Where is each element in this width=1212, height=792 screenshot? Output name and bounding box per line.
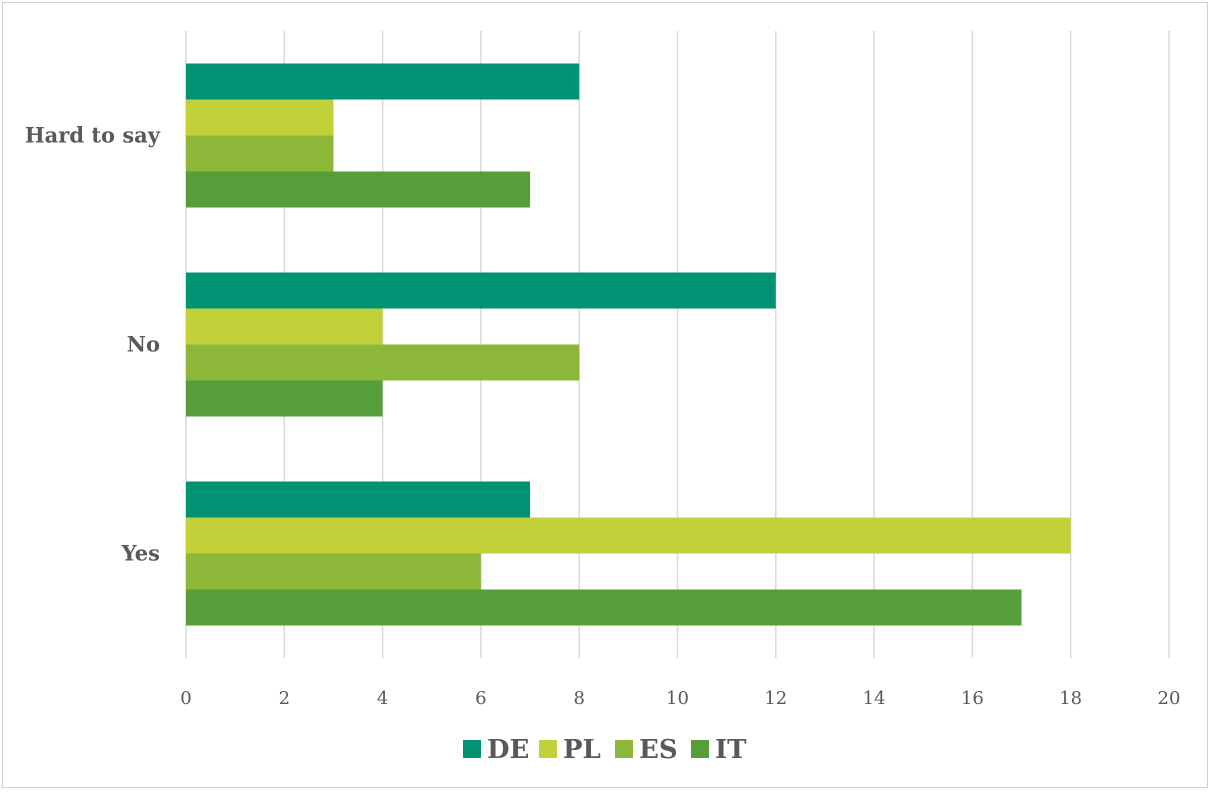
bar-es-yes bbox=[186, 553, 481, 590]
x-tick-label-4: 4 bbox=[377, 688, 388, 709]
bar-it-no bbox=[186, 380, 383, 417]
bar-it-yes bbox=[186, 589, 1022, 626]
bar-de-no bbox=[186, 272, 776, 309]
bar-pl-hard-to-say bbox=[186, 99, 334, 136]
x-tick-label-20: 20 bbox=[1158, 688, 1181, 709]
x-tick-label-14: 14 bbox=[863, 688, 886, 709]
category-label-hard-to-say: Hard to say bbox=[25, 123, 161, 148]
x-tick-label-10: 10 bbox=[666, 688, 689, 709]
bar-layer bbox=[186, 63, 1071, 626]
x-tick-label-6: 6 bbox=[475, 688, 486, 709]
axis-layer: 0 2 4 6 8 10 12 14 16 18 20 Hard to say No Yes bbox=[25, 123, 1181, 710]
x-tick-label-8: 8 bbox=[573, 688, 584, 709]
legend-swatch-pl bbox=[539, 740, 557, 758]
bar-de-hard-to-say bbox=[186, 63, 580, 100]
x-tick-label-2: 2 bbox=[279, 688, 290, 709]
category-label-yes: Yes bbox=[121, 541, 160, 566]
bar-it-hard-to-say bbox=[186, 171, 531, 208]
legend-swatch-it bbox=[691, 740, 709, 758]
bar-pl-no bbox=[186, 308, 383, 345]
legend-label-pl: PL bbox=[563, 735, 601, 765]
bar-pl-yes bbox=[186, 517, 1071, 554]
legend-label-de: DE bbox=[487, 735, 529, 765]
x-tick-label-0: 0 bbox=[180, 688, 191, 709]
bar-es-no bbox=[186, 344, 580, 381]
x-tick-label-12: 12 bbox=[764, 688, 787, 709]
x-tick-label-18: 18 bbox=[1059, 688, 1082, 709]
x-tick-label-16: 16 bbox=[961, 688, 984, 709]
legend-label-es: ES bbox=[639, 735, 678, 765]
legend: DE PL ES IT bbox=[463, 735, 747, 765]
legend-swatch-de bbox=[463, 740, 481, 758]
legend-label-it: IT bbox=[715, 735, 747, 765]
legend-swatch-es bbox=[615, 740, 633, 758]
bar-de-yes bbox=[186, 481, 531, 518]
category-label-no: No bbox=[127, 332, 160, 357]
bar-es-hard-to-say bbox=[186, 135, 334, 172]
